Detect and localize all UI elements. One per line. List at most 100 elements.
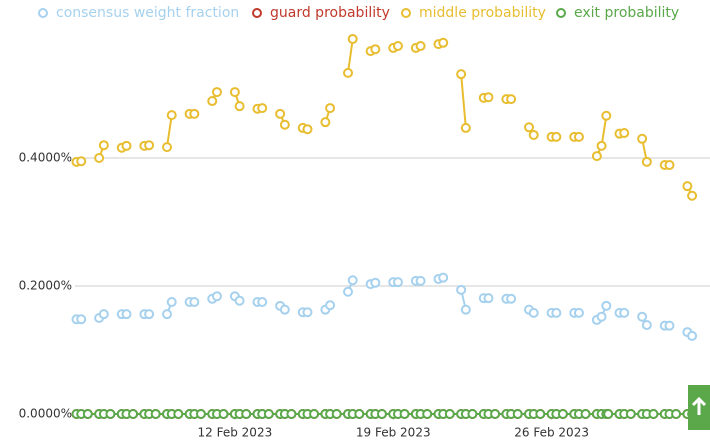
data-point: [263, 409, 274, 419]
data-point: [444, 409, 455, 419]
data-point: [302, 124, 313, 135]
data-point: [619, 307, 630, 318]
data-point: [257, 297, 268, 307]
data-point: [551, 131, 562, 142]
data-point: [98, 309, 109, 320]
data-point: [98, 140, 109, 151]
data-point: [392, 277, 403, 288]
data-point: [591, 151, 602, 162]
data-point: [456, 284, 467, 295]
data-point: [641, 320, 652, 331]
legend-marker: [252, 8, 262, 18]
data-point: [211, 87, 222, 98]
data-point: [573, 307, 584, 318]
legend-label: consensus weight fraction: [56, 5, 239, 21]
data-point: [483, 92, 494, 103]
data-point: [641, 156, 652, 167]
up-arrow-icon: [691, 396, 707, 415]
x-tick-label: 12 Feb 2023: [198, 426, 273, 440]
data-point: [528, 129, 539, 140]
legend-marker: [556, 8, 566, 18]
data-point: [279, 304, 290, 315]
data-point: [343, 286, 353, 297]
data-point: [370, 44, 381, 55]
data-point: [506, 293, 517, 304]
data-point: [376, 409, 387, 419]
data-point: [664, 320, 675, 331]
data-point: [415, 41, 426, 51]
data-point: [94, 153, 105, 163]
data-point: [399, 409, 410, 419]
data-point: [279, 119, 290, 130]
data-point: [234, 295, 245, 306]
data-point: [195, 409, 206, 419]
data-point: [309, 409, 320, 419]
legend: consensus weight fraction guard probabili…: [38, 5, 679, 21]
data-point: [325, 300, 336, 311]
y-tick-label: 0.4000%: [19, 151, 72, 165]
data-point: [166, 297, 177, 307]
data-point: [302, 307, 313, 318]
data-point: [162, 142, 172, 153]
data-point: [637, 311, 648, 322]
data-point: [392, 41, 403, 51]
plot: [71, 33, 698, 419]
data-point: [144, 140, 155, 151]
data-point: [347, 33, 358, 44]
data-point: [573, 131, 584, 142]
grid: 0.0000% 0.2000% 0.4000% 12 Feb 2023 19 Feb 2…: [19, 151, 710, 440]
data-point: [438, 272, 449, 283]
data-point: [121, 140, 132, 151]
data-point: [257, 103, 268, 114]
data-point: [490, 409, 501, 419]
data-point: [603, 409, 614, 419]
legend-label: guard probability: [270, 5, 390, 21]
data-point: [637, 133, 648, 144]
data-point: [551, 307, 562, 318]
data-point: [173, 409, 184, 419]
data-point: [682, 181, 693, 192]
data-point: [162, 309, 172, 320]
data-point: [105, 409, 116, 419]
data-point: [144, 309, 155, 320]
data-point: [506, 94, 517, 105]
data-point: [648, 409, 659, 419]
data-point: [467, 409, 478, 419]
data-point: [166, 110, 177, 121]
data-point: [347, 275, 358, 286]
y-tick-label: 0.0000%: [19, 407, 72, 421]
data-point: [512, 409, 523, 419]
data-point: [601, 300, 612, 311]
data-point: [687, 330, 698, 341]
x-tick-label: 19 Feb 2023: [356, 426, 431, 440]
data-point: [128, 409, 139, 419]
data-point: [150, 409, 161, 419]
data-point: [121, 309, 132, 320]
data-point: [189, 108, 200, 119]
data-point: [483, 293, 494, 304]
legend-marker: [38, 8, 48, 18]
data-point: [460, 122, 471, 133]
data-point: [557, 409, 568, 419]
data-point: [601, 110, 612, 121]
data-point: [625, 409, 636, 419]
data-point: [664, 160, 675, 171]
x-tick-label: 26 Feb 2023: [514, 426, 589, 440]
data-point: [207, 96, 218, 107]
data-point: [415, 275, 426, 286]
data-point: [456, 69, 467, 80]
data-point: [189, 297, 200, 307]
data-point: [580, 409, 591, 419]
data-point: [370, 277, 381, 288]
data-point: [524, 122, 534, 133]
data-point: [211, 291, 222, 302]
data-point: [354, 409, 365, 419]
data-point: [460, 304, 471, 315]
data-point: [528, 307, 539, 318]
data-point: [596, 140, 607, 151]
legend-label: exit probability: [574, 5, 679, 21]
data-point: [275, 108, 286, 119]
legend-label: middle probability: [419, 5, 546, 21]
data-point: [687, 190, 698, 201]
